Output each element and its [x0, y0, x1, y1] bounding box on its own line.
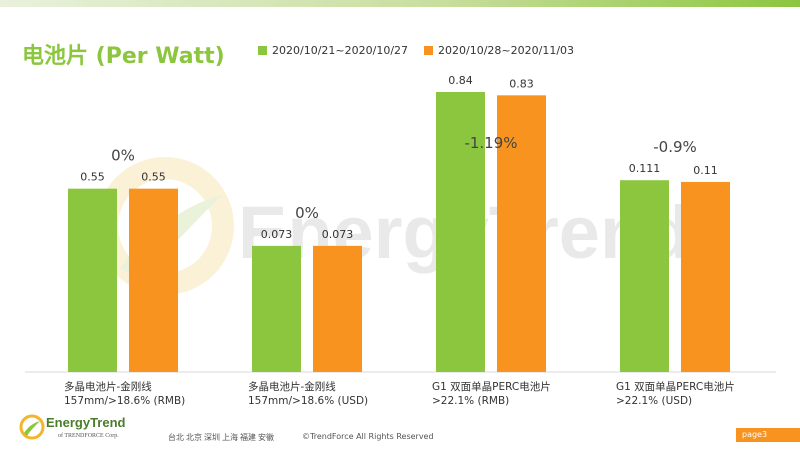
energytrend-logo-icon [19, 414, 45, 440]
category-label-2-line-1: 多晶电池片-金刚线 [248, 380, 336, 393]
category-label-3-line-1: G1 双面单晶PERC电池片 [432, 380, 551, 393]
footer-logo-subtext: of TRENDFORCE Corp. [58, 433, 119, 439]
chart-marks: 0.55 0.55 0% 多晶电池片-金刚线 157mm/>18.6% (RMB) 0.0… [64, 74, 735, 407]
top-stripe [0, 0, 800, 7]
data-label-3-series-2: 0.83 [509, 77, 534, 90]
legend: 2020/10/21~2020/10/27 2020/10/28~2020/11… [258, 44, 574, 57]
change-label-1: 0% [111, 147, 135, 165]
change-label-2: 0% [295, 204, 319, 222]
legend-item-series-1: 2020/10/21~2020/10/27 [258, 44, 408, 57]
footer-logo-text: EnergyTrend [46, 415, 126, 430]
bar-4-series-1 [620, 180, 669, 372]
bar-4-series-2 [681, 181, 730, 372]
category-label-4-line-1: G1 双面单晶PERC电池片 [616, 380, 735, 393]
category-label-3-line-2: >22.1% (RMB) [432, 395, 509, 407]
bar-2-series-1 [252, 245, 301, 372]
legend-label-series-2: 2020/10/28~2020/11/03 [438, 44, 575, 57]
chart-title: 电池片 (Per Watt) [22, 44, 225, 69]
legend-swatch-series-1 [258, 46, 267, 55]
data-label-4-series-2: 0.11 [693, 164, 718, 177]
bar-2-series-2 [313, 245, 362, 372]
watermark: EnergyTrend [96, 157, 690, 295]
data-label-4-series-1: 0.111 [629, 162, 661, 175]
change-label-3: -1.19% [464, 134, 517, 152]
page-number-badge: page3 [736, 428, 800, 442]
category-label-4-line-2: >22.1% (USD) [616, 395, 692, 407]
footer-logo: EnergyTrend of TRENDFORCE Corp. [18, 413, 148, 447]
data-label-1-series-2: 0.55 [141, 171, 166, 184]
legend-item-series-2: 2020/10/28~2020/11/03 [424, 44, 574, 57]
change-label-4: -0.9% [653, 138, 697, 156]
bar-1-series-2 [129, 188, 178, 372]
legend-swatch-series-2 [424, 46, 434, 55]
footer-cities: 台北 北京 深圳 上海 福建 安徽 [168, 433, 274, 442]
data-label-2-series-2: 0.073 [322, 228, 354, 241]
bar-3-series-1 [436, 92, 485, 372]
bar-1-series-1 [68, 188, 117, 372]
legend-label-series-1: 2020/10/21~2020/10/27 [272, 44, 409, 57]
bar-3-series-2 [497, 95, 546, 372]
data-label-3-series-1: 0.84 [448, 74, 473, 87]
footer-copyright: ©TrendForce All Rights Reserved [302, 432, 434, 441]
category-label-2-line-2: 157mm/>18.6% (USD) [248, 395, 368, 407]
data-label-2-series-1: 0.073 [261, 228, 293, 241]
category-label-1-line-2: 157mm/>18.6% (RMB) [64, 395, 185, 407]
data-label-1-series-1: 0.55 [80, 171, 105, 184]
category-label-1-line-1: 多晶电池片-金刚线 [64, 380, 152, 393]
